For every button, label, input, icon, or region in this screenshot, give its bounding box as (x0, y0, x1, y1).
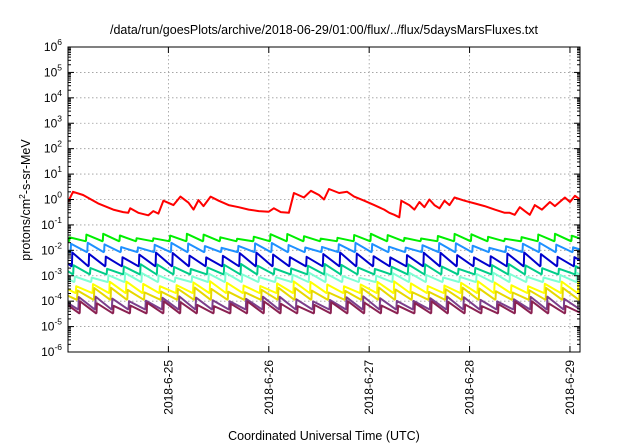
y-axis-label-sup: 2 (17, 194, 27, 199)
x-tick-label: 2018-6-25 (161, 360, 175, 415)
y-tick-label: 102 (44, 139, 62, 156)
x-tick-label: 2018-6-28 (463, 360, 477, 415)
series-line (68, 295, 580, 311)
x-tick-label: 2018-6-29 (563, 360, 577, 415)
x-axis-label: Coordinated Universal Time (UTC) (228, 429, 420, 443)
y-tick-label: 10-1 (41, 215, 62, 232)
series-line (68, 232, 580, 243)
x-axis-ticks: 2018-6-25 2018-6-26 2018-6-27 2018-6-28 2018… (161, 47, 577, 415)
series-line (68, 286, 580, 301)
series-line (68, 241, 580, 254)
y-axis-label-main: protons/cm (19, 199, 33, 261)
y-axis-label: protons/cm2-s-sr-MeV (17, 139, 33, 261)
y-tick-label: 10-4 (41, 291, 62, 308)
y-tick-label: 106 (44, 37, 62, 54)
series-layer (68, 188, 580, 315)
y-tick-label: 10-3 (41, 266, 62, 283)
y-tick-label: 100 (44, 190, 62, 207)
series-line (68, 271, 580, 283)
x-tick-label: 2018-6-27 (362, 360, 376, 415)
y-axis-label-rest: -s-sr-MeV (19, 139, 33, 195)
y-tick-label: 10-6 (41, 342, 62, 359)
y-tick-label: 104 (44, 88, 62, 105)
chart-title: /data/run/goesPlots/archive/2018-06-29/0… (110, 23, 539, 37)
y-tick-label: 105 (44, 62, 62, 79)
grid (68, 47, 580, 352)
series-line (68, 251, 580, 268)
x-tick-label: 2018-6-26 (262, 360, 276, 415)
y-tick-label: 10-5 (41, 317, 62, 334)
y-tick-label: 10-2 (41, 240, 62, 257)
series-line (68, 263, 580, 276)
series-line (68, 280, 580, 294)
y-axis-ticks: 10-6 10-5 10-4 10-3 10-2 10-1 100 101 102 103 104 1… (41, 37, 580, 359)
series-line (68, 188, 580, 219)
y-tick-label: 101 (44, 164, 62, 181)
series-group (68, 188, 580, 315)
y-tick-label: 103 (44, 113, 62, 130)
series-line (68, 300, 580, 315)
